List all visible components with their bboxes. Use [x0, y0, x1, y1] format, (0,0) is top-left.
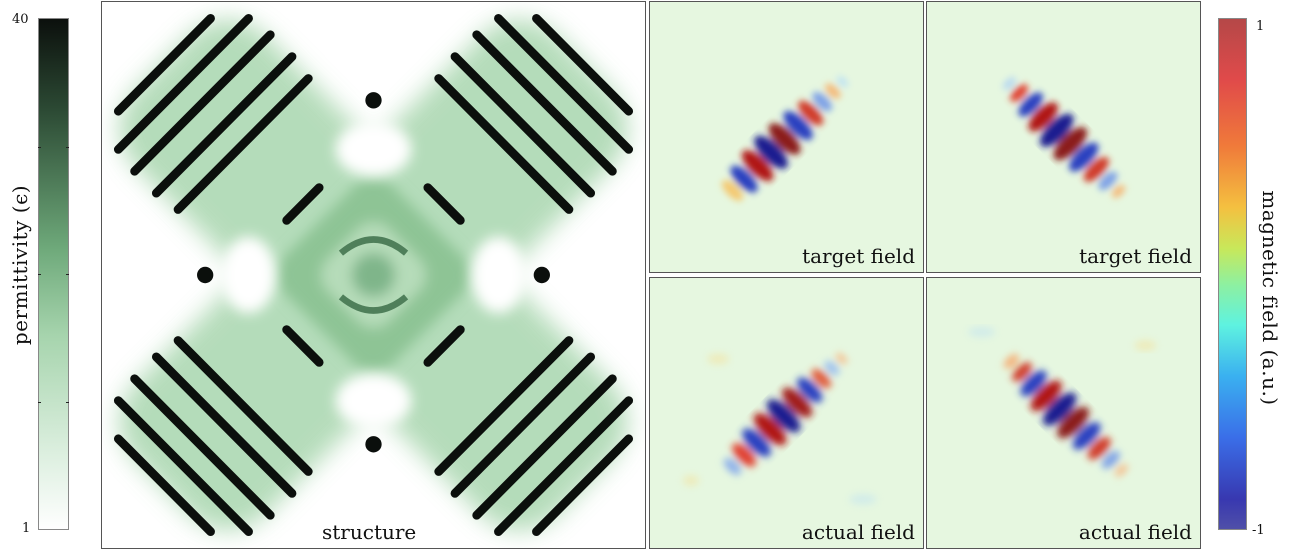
permittivity-tick: [66, 274, 69, 275]
permittivity-min-label: 1: [22, 521, 31, 536]
field-min-label: -1: [1252, 523, 1265, 538]
actual-field-image-1: [682, 352, 877, 505]
permittivity-tick: [38, 274, 41, 275]
permittivity-tick: [38, 147, 41, 148]
field-gradient: [1218, 18, 1247, 530]
permittivity-axis-title: permittivity (ϵ): [8, 184, 32, 346]
field-panel-target-2: target field: [926, 1, 1201, 273]
field-axis-title: magnetic field (a.u.): [1258, 190, 1282, 406]
permittivity-max-label: 40: [12, 12, 29, 27]
field-panel-actual-2: actual field: [926, 277, 1201, 549]
structure-panel: structure: [101, 1, 646, 549]
permittivity-gradient: [38, 18, 69, 530]
field-panel-actual-1: actual field: [649, 277, 924, 549]
field-max-label: 1: [1256, 19, 1265, 34]
actual-field-image-2: [967, 326, 1157, 477]
structure-label: structure: [322, 520, 417, 544]
target-field-image-2: [1002, 77, 1126, 198]
permittivity-tick: [38, 402, 41, 403]
permittivity-tick: [66, 402, 69, 403]
field-panel-label: actual field: [1078, 520, 1192, 544]
structure-image: [102, 2, 645, 548]
permittivity-tick: [66, 147, 69, 148]
field-panel-target-1: target field: [649, 1, 924, 273]
field-panel-label: target field: [1079, 244, 1192, 268]
field-panel-label: target field: [802, 244, 915, 268]
field-panel-label: actual field: [801, 520, 915, 544]
target-field-image-1: [721, 75, 849, 201]
